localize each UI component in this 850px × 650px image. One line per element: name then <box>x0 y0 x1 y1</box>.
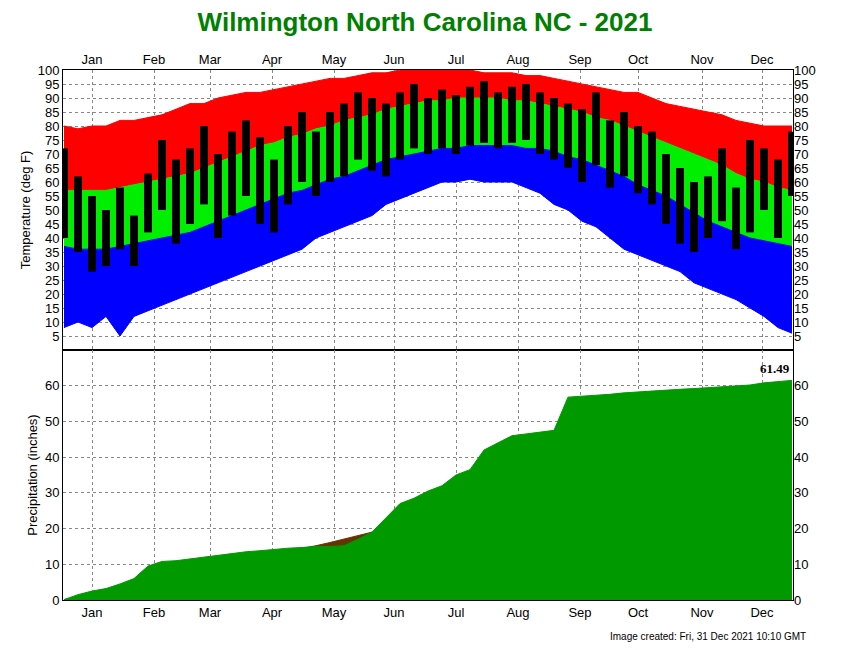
svg-text:65: 65 <box>794 161 808 176</box>
svg-text:Mar: Mar <box>199 52 222 67</box>
svg-text:80: 80 <box>794 119 808 134</box>
svg-text:20: 20 <box>45 521 59 536</box>
svg-text:Aug: Aug <box>506 605 529 620</box>
svg-text:Jun: Jun <box>384 52 405 67</box>
svg-text:Apr: Apr <box>262 605 283 620</box>
svg-text:0: 0 <box>52 593 59 608</box>
svg-text:Jan: Jan <box>82 605 103 620</box>
svg-text:100: 100 <box>38 63 60 78</box>
svg-text:95: 95 <box>794 77 808 92</box>
svg-text:Precipitation (inches): Precipitation (inches) <box>25 414 40 535</box>
svg-text:Sep: Sep <box>568 52 591 67</box>
svg-text:Jul: Jul <box>448 605 465 620</box>
svg-text:Apr: Apr <box>262 52 283 67</box>
svg-text:10: 10 <box>794 315 808 330</box>
svg-text:60: 60 <box>794 175 808 190</box>
svg-text:15: 15 <box>794 301 808 316</box>
svg-text:40: 40 <box>45 231 59 246</box>
svg-text:85: 85 <box>45 105 59 120</box>
svg-text:50: 50 <box>45 414 59 429</box>
svg-text:100: 100 <box>794 63 816 78</box>
svg-text:Nov: Nov <box>690 605 714 620</box>
svg-text:90: 90 <box>794 91 808 106</box>
svg-text:60: 60 <box>794 378 808 393</box>
svg-text:Oct: Oct <box>628 52 649 67</box>
svg-text:Dec: Dec <box>750 52 774 67</box>
svg-text:30: 30 <box>45 259 59 274</box>
svg-text:Feb: Feb <box>143 52 165 67</box>
svg-text:5: 5 <box>52 329 59 344</box>
svg-text:10: 10 <box>45 315 59 330</box>
svg-text:40: 40 <box>794 231 808 246</box>
svg-text:Jun: Jun <box>384 605 405 620</box>
svg-text:10: 10 <box>794 557 808 572</box>
svg-text:Aug: Aug <box>506 52 529 67</box>
svg-text:30: 30 <box>45 485 59 500</box>
svg-text:35: 35 <box>45 245 59 260</box>
svg-text:Mar: Mar <box>199 605 222 620</box>
svg-text:5: 5 <box>794 329 801 344</box>
svg-text:Oct: Oct <box>628 605 649 620</box>
svg-text:May: May <box>322 52 347 67</box>
svg-text:60: 60 <box>45 378 59 393</box>
svg-text:75: 75 <box>794 133 808 148</box>
svg-text:30: 30 <box>794 259 808 274</box>
svg-text:Feb: Feb <box>143 605 165 620</box>
svg-text:Temperature (deg F): Temperature (deg F) <box>18 151 33 270</box>
svg-text:80: 80 <box>45 119 59 134</box>
svg-text:50: 50 <box>45 203 59 218</box>
svg-text:Dec: Dec <box>750 605 774 620</box>
svg-text:90: 90 <box>45 91 59 106</box>
svg-text:20: 20 <box>794 287 808 302</box>
svg-text:45: 45 <box>794 217 808 232</box>
svg-text:40: 40 <box>794 450 808 465</box>
svg-text:40: 40 <box>45 450 59 465</box>
svg-text:70: 70 <box>794 147 808 162</box>
svg-text:35: 35 <box>794 245 808 260</box>
svg-text:25: 25 <box>794 273 808 288</box>
svg-text:20: 20 <box>45 287 59 302</box>
svg-text:85: 85 <box>794 105 808 120</box>
svg-text:Jan: Jan <box>82 52 103 67</box>
svg-text:Nov: Nov <box>690 52 714 67</box>
svg-text:61.49: 61.49 <box>760 361 790 376</box>
svg-text:95: 95 <box>45 77 59 92</box>
svg-text:60: 60 <box>45 175 59 190</box>
svg-text:30: 30 <box>794 485 808 500</box>
svg-text:75: 75 <box>45 133 59 148</box>
svg-text:70: 70 <box>45 147 59 162</box>
svg-text:45: 45 <box>45 217 59 232</box>
svg-text:Image created: Fri, 31 Dec 202: Image created: Fri, 31 Dec 2021 10:10 GM… <box>610 631 806 642</box>
svg-text:15: 15 <box>45 301 59 316</box>
svg-text:Wilmington North Carolina NC -: Wilmington North Carolina NC - 2021 <box>198 7 653 37</box>
svg-text:65: 65 <box>45 161 59 176</box>
svg-text:25: 25 <box>45 273 59 288</box>
svg-text:May: May <box>322 605 347 620</box>
svg-text:Sep: Sep <box>568 605 591 620</box>
svg-text:50: 50 <box>794 414 808 429</box>
svg-text:20: 20 <box>794 521 808 536</box>
svg-text:Jul: Jul <box>448 52 465 67</box>
svg-text:0: 0 <box>794 593 801 608</box>
svg-text:50: 50 <box>794 203 808 218</box>
svg-text:55: 55 <box>45 189 59 204</box>
svg-text:55: 55 <box>794 189 808 204</box>
svg-text:10: 10 <box>45 557 59 572</box>
